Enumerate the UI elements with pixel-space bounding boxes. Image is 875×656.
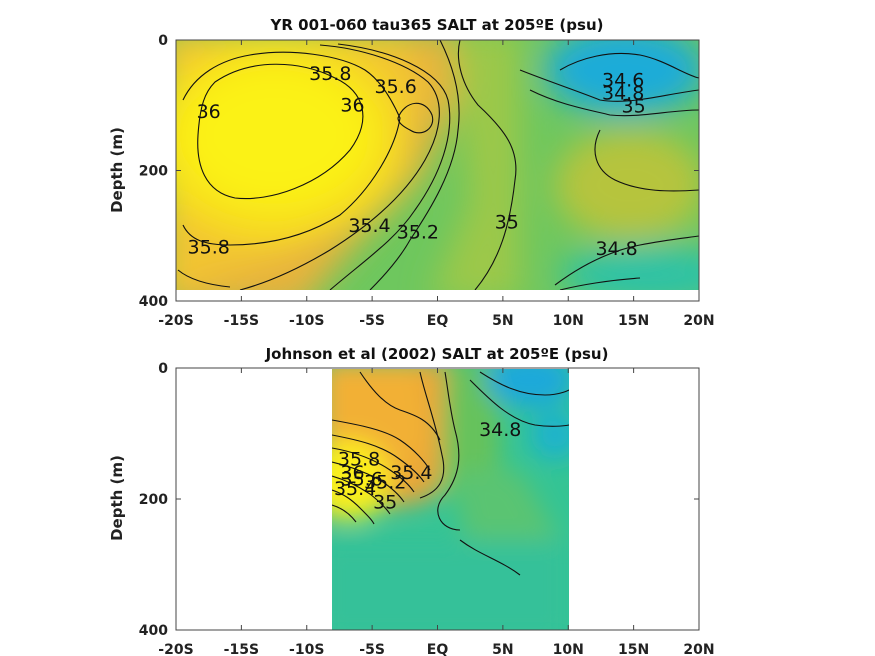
- top-x-tick-label: 20N: [683, 313, 714, 329]
- bottom-contour-label: 35.2: [364, 472, 406, 494]
- top-x-tick-label: -5S: [359, 313, 385, 329]
- bottom-panel: Johnson et al (2002) SALT at 205ºE (psu): [108, 345, 715, 656]
- top-y-tick-label: 0: [158, 33, 168, 49]
- top-contour-label: 35.6: [375, 76, 417, 98]
- bottom-contour-label: 35.6: [341, 468, 383, 490]
- bottom-contour-label: 35: [373, 491, 397, 513]
- top-contour-34.8b: [554, 235, 699, 286]
- top-contour-label: 35: [622, 96, 646, 118]
- top-contour-35.2: [369, 40, 460, 290]
- top-contour-35-right: [529, 89, 699, 117]
- bottom-y-tick-label: 400: [139, 623, 168, 639]
- bottom-panel-title: Johnson et al (2002) SALT at 205ºE (psu): [265, 345, 609, 363]
- top-contour-35b: [594, 129, 699, 192]
- bottom-x-tick-label: -5S: [359, 642, 385, 656]
- bottom-contour-label: 35.4: [334, 478, 376, 500]
- bottom-contour-label: 36: [340, 462, 364, 484]
- top-contour-label: 35.2: [397, 221, 439, 243]
- top-x-tick-label: EQ: [427, 313, 449, 329]
- top-contour-label: 34.6: [602, 69, 644, 91]
- bottom-x-tick-label: 10N: [553, 642, 584, 656]
- top-contour-label: 35: [495, 212, 519, 234]
- top-contour-34.8: [519, 69, 699, 102]
- top-contour-label: 34.8: [595, 238, 637, 260]
- top-contour-34.6: [559, 52, 699, 79]
- bottom-x-tick-label: 5N: [492, 642, 513, 656]
- top-contour-label: 36: [197, 101, 221, 123]
- top-x-tick-label: -10S: [289, 313, 324, 329]
- top-contour-label: 35.8: [188, 236, 230, 258]
- top-contour-label: 34.8: [602, 83, 644, 105]
- top-contour-35.8: [182, 51, 401, 246]
- top-contour-35.6: [177, 44, 440, 290]
- top-contour-35.8b: [397, 102, 434, 134]
- top-y-tick-label: 200: [139, 164, 168, 180]
- top-axis-ticks: -20S -15S -10S -5S EQ 5N 10N 15N 20N 0 200 400: [139, 33, 715, 329]
- bottom-x-tick-label: EQ: [427, 642, 449, 656]
- top-contour-35: [457, 40, 517, 290]
- top-panel-title: YR 001-060 tau365 SALT at 205ºE (psu): [270, 16, 604, 34]
- top-heatmap: [176, 40, 699, 290]
- bottom-y-tick-label: 200: [139, 492, 168, 508]
- bottom-contour-label: 34.8: [479, 419, 521, 441]
- bottom-axis-ticks: -20S -15S -10S -5S EQ 5N 10N 15N 20N 0 200 400: [139, 361, 715, 656]
- top-contour-36: [197, 63, 364, 200]
- top-contour-label: 35.4: [348, 215, 390, 237]
- top-y-axis-label: Depth (m): [108, 127, 126, 213]
- top-x-tick-label: 15N: [618, 313, 649, 329]
- top-y-tick-label: 400: [139, 294, 168, 310]
- bottom-x-tick-label: -15S: [224, 642, 259, 656]
- top-x-tick-label: 10N: [553, 313, 584, 329]
- top-contours: [177, 40, 699, 290]
- bottom-y-tick-label: 0: [158, 361, 168, 377]
- top-x-tick-label: -20S: [158, 313, 193, 329]
- top-contour-label: 36: [340, 94, 364, 116]
- top-contour-34.8c: [559, 277, 641, 290]
- top-x-tick-label: 5N: [492, 313, 513, 329]
- bottom-contours: [332, 371, 569, 576]
- bottom-x-tick-label: 15N: [618, 642, 649, 656]
- bottom-contour-label: 35.8: [338, 449, 380, 471]
- top-panel: YR 001-060 tau365 SALT at 205ºE (psu): [108, 16, 715, 329]
- bottom-x-tick-label: -20S: [158, 642, 193, 656]
- bottom-x-tick-label: -10S: [289, 642, 324, 656]
- bottom-heatmap: [332, 369, 569, 630]
- bottom-x-tick-label: 20N: [683, 642, 714, 656]
- bottom-y-axis-label: Depth (m): [108, 455, 126, 541]
- top-x-tick-label: -15S: [224, 313, 259, 329]
- bottom-contour-label: 35.4: [390, 462, 432, 484]
- top-contour-35.4: [329, 43, 451, 290]
- top-contour-label: 35.8: [309, 63, 351, 85]
